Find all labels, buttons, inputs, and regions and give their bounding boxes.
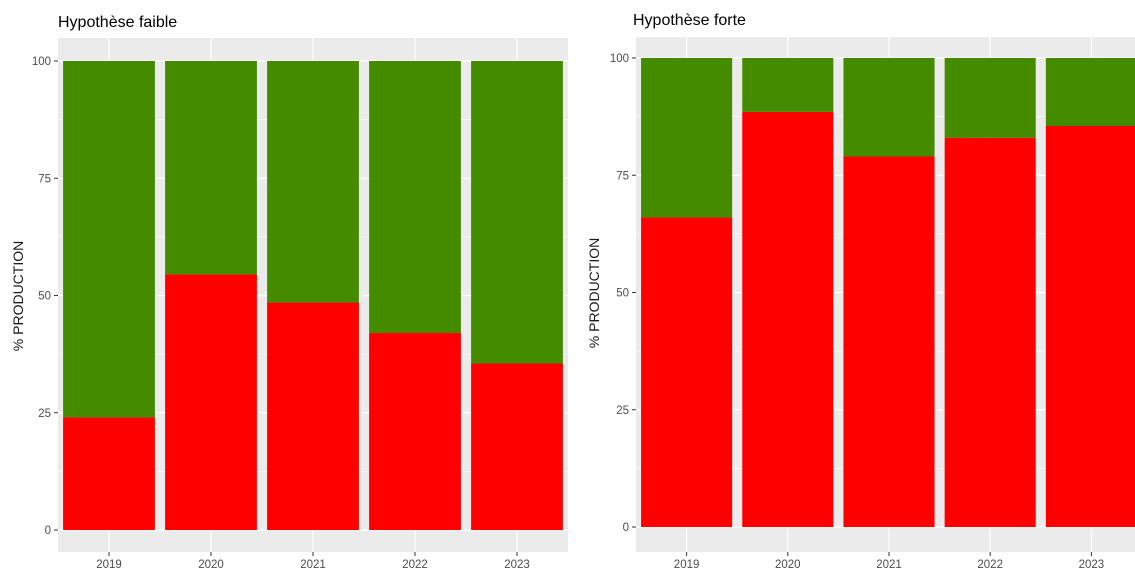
bar-segment-red-2020 [165,274,257,530]
x-tick-label: 2020 [198,559,224,571]
y-tick-label: 100 [610,53,629,65]
y-tick-label: 100 [32,56,51,68]
x-tick-label: 2019 [96,559,122,571]
x-axis: 2019 2020 2021 2022 2023 [674,552,1104,571]
x-tick-label: 2021 [876,559,902,571]
bar-segment-green-2020 [165,61,257,274]
y-tick-label: 75 [38,173,51,185]
x-tick-label: 2020 [775,559,801,571]
bar-segment-red-2019 [63,417,155,530]
y-tick-label: 50 [38,291,51,303]
chart-forte: Hypothèse forte % PRODUCTION 0 25 50 75 100 2… [575,0,1135,572]
y-tick-label: 50 [616,288,629,300]
chart-panel-faible: Hypothèse faible % PRODUCTION 0 25 50 75 100… [0,0,575,572]
y-tick-label: 25 [38,408,51,420]
bar-segment-red-2021 [267,303,359,530]
x-tick-label: 2023 [504,559,530,571]
bar-segment-green-2022 [369,61,461,333]
x-tick-label: 2022 [402,559,428,571]
bar-segment-red-2022 [369,333,461,530]
chart-title: Hypothèse faible [58,14,177,31]
y-tick-label: 0 [45,525,51,537]
bar-segment-red-2023 [471,364,563,530]
chart-title: Hypothèse forte [633,12,746,29]
y-axis: 0 25 50 75 100 [32,56,58,537]
bar-segment-green-2022 [945,58,1036,138]
bar-segment-green-2019 [63,61,155,417]
x-tick-label: 2021 [300,559,326,571]
bar-segment-red-2021 [843,156,934,527]
x-tick-label: 2023 [1079,559,1105,571]
bars [63,61,563,530]
bar-segment-green-2021 [267,61,359,303]
chart-faible: Hypothèse faible % PRODUCTION 0 25 50 75 100… [0,0,575,572]
chart-panel-forte: Hypothèse forte % PRODUCTION 0 25 50 75 100 2… [575,0,1135,572]
y-axis-label: % PRODUCTION [10,241,26,351]
bar-segment-green-2023 [471,61,563,364]
bar-segment-red-2022 [945,138,1036,527]
bar-segment-green-2020 [742,58,833,112]
bar-segment-green-2021 [843,58,934,156]
y-axis: 0 25 50 75 100 [610,53,636,534]
x-axis: 2019 2020 2021 2022 2023 [96,552,530,571]
x-tick-label: 2022 [977,559,1003,571]
bars [641,58,1135,527]
bar-segment-red-2019 [641,217,732,527]
y-tick-label: 25 [616,405,629,417]
bar-segment-red-2020 [742,112,833,527]
y-tick-label: 0 [623,522,629,534]
y-axis-label: % PRODUCTION [586,238,602,348]
bar-segment-red-2023 [1046,126,1135,527]
x-tick-label: 2019 [674,559,700,571]
bar-segment-green-2023 [1046,58,1135,126]
bar-segment-green-2019 [641,58,732,217]
y-tick-label: 75 [616,170,629,182]
